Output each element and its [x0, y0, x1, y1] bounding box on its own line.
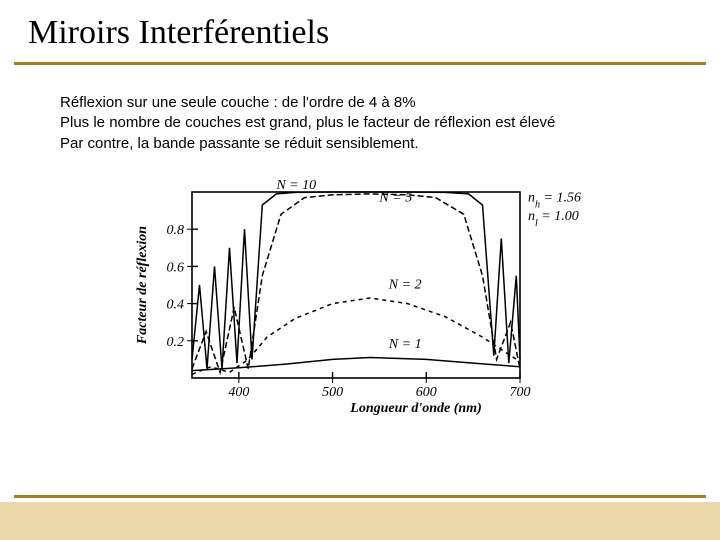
body-line: Plus le nombre de couches est grand, plu… [60, 113, 660, 133]
svg-text:N = 1: N = 1 [388, 337, 422, 352]
svg-text:700: 700 [510, 385, 531, 400]
title-region: Miroirs Interférentiels [0, 0, 720, 58]
svg-text:Facteur de réflexion: Facteur de réflexion [135, 225, 150, 344]
svg-text:600: 600 [416, 385, 437, 400]
slide: Miroirs Interférentiels Réflexion sur un… [0, 0, 720, 540]
body-line: Réflexion sur une seule couche : de l'or… [60, 93, 660, 113]
svg-text:0.2: 0.2 [167, 335, 185, 350]
svg-text:N = 10: N = 10 [275, 178, 316, 193]
svg-text:400: 400 [228, 385, 249, 400]
svg-text:N = 5: N = 5 [378, 190, 412, 205]
svg-text:nl = 1.00: nl = 1.00 [528, 209, 579, 229]
body-line: Par contre, la bande passante se réduit … [60, 134, 660, 154]
footer-line [14, 495, 706, 498]
svg-text:Longueur d'onde (nm): Longueur d'onde (nm) [349, 401, 481, 416]
svg-text:N = 2: N = 2 [388, 277, 422, 292]
svg-text:0.6: 0.6 [167, 260, 185, 275]
svg-text:nh = 1.56: nh = 1.56 [528, 190, 581, 210]
body-paragraph: Réflexion sur une seule couche : de l'or… [0, 65, 720, 154]
slide-title: Miroirs Interférentiels [28, 14, 720, 52]
footer-band [0, 502, 720, 540]
svg-text:0.4: 0.4 [167, 297, 185, 312]
svg-text:500: 500 [322, 385, 343, 400]
reflection-chart: 0.2 0.4 0.6 0.8 400 500 600 700 Longueur d'onde … [130, 178, 590, 428]
chart-container: 0.2 0.4 0.6 0.8 400 500 600 700 Longueur d'onde … [0, 178, 720, 428]
svg-text:0.8: 0.8 [167, 223, 185, 238]
